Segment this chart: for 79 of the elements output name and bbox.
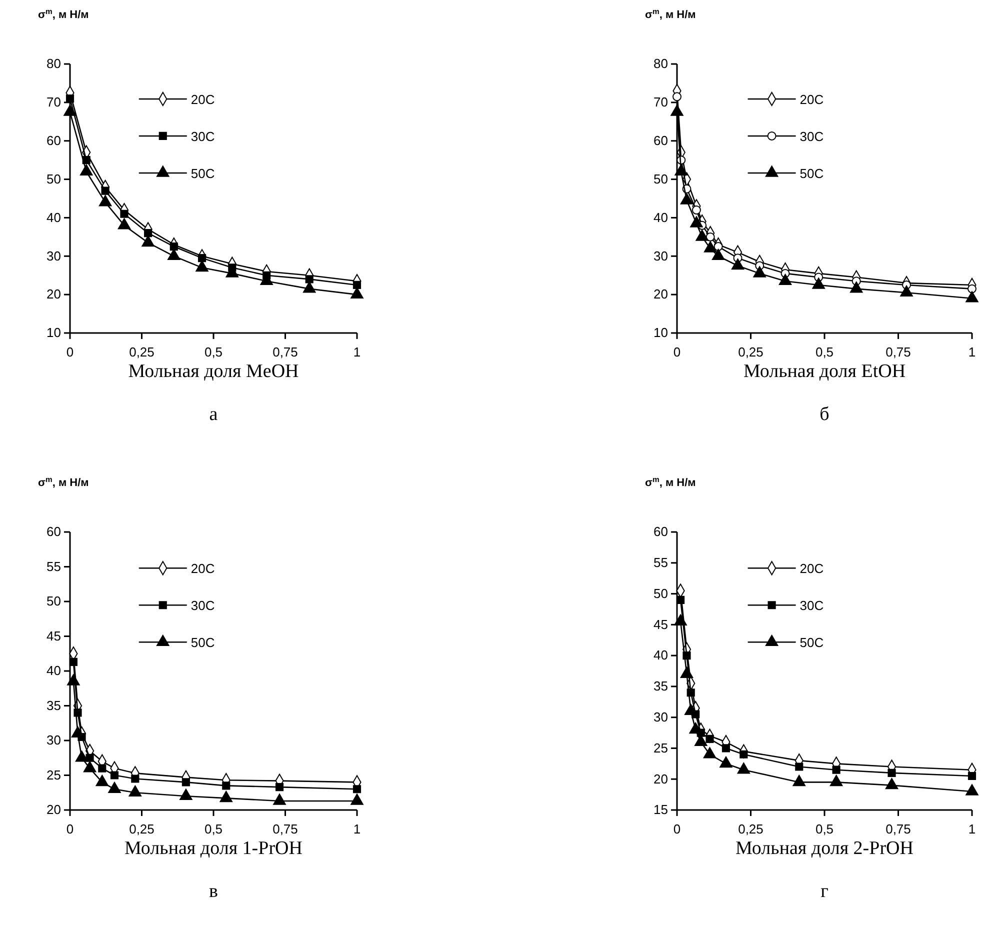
y-tick-label: 60 bbox=[46, 524, 61, 540]
y-tick-label: 20 bbox=[654, 771, 668, 786]
x-tick-label: 0,5 bbox=[815, 344, 834, 360]
text: а bbox=[209, 404, 218, 425]
y-tick-label: 30 bbox=[654, 248, 668, 264]
x-tick-label: 0 bbox=[673, 821, 681, 836]
x-tick-label: 0 bbox=[673, 344, 681, 360]
y-tick-label: 55 bbox=[46, 558, 61, 574]
legend-label: 50C bbox=[800, 166, 824, 181]
x-tick-label: 0,75 bbox=[272, 344, 298, 360]
y-tick-label: 60 bbox=[654, 133, 668, 148]
y-tick-label: 50 bbox=[46, 171, 61, 186]
legend-label: 50C bbox=[800, 635, 824, 650]
y-tick-label: 70 bbox=[654, 94, 668, 110]
x-tick-label: 0,25 bbox=[129, 344, 154, 360]
y-tick-label: 35 bbox=[654, 678, 668, 694]
x-axis-title: Мольная доля EtOH bbox=[743, 361, 906, 382]
legend-label: 30C bbox=[800, 598, 824, 614]
y-tick-label: 25 bbox=[654, 740, 668, 756]
text: в bbox=[209, 881, 218, 902]
legend-label: 20C bbox=[800, 561, 824, 576]
x-tick-label: 0,25 bbox=[738, 821, 764, 836]
x-axis-title: Мольная доля 1-PrOH bbox=[124, 838, 303, 859]
x-tick-label: 1 bbox=[968, 821, 976, 836]
x-tick-label: 1 bbox=[353, 821, 361, 836]
y-axis-title: σ$^{m}$, м Н/м bbox=[645, 474, 696, 489]
x-tick-label: 0,75 bbox=[886, 821, 911, 836]
y-tick-label: 25 bbox=[46, 767, 61, 782]
y-tick-label: 20 bbox=[46, 802, 61, 818]
y-tick-label: 45 bbox=[654, 616, 668, 632]
legend-label: 20C bbox=[800, 92, 824, 107]
y-tick-label: 30 bbox=[654, 709, 668, 724]
y-axis-title: σ$^{m}$, м Н/м bbox=[645, 6, 696, 21]
y-tick-label: 60 bbox=[46, 133, 61, 148]
y-tick-label: 30 bbox=[46, 248, 61, 264]
y-tick-label: 60 bbox=[654, 524, 668, 540]
y-tick-label: 35 bbox=[46, 698, 61, 713]
x-tick-label: 0 bbox=[66, 821, 74, 836]
x-tick-label: 1 bbox=[353, 344, 361, 360]
y-tick-label: 30 bbox=[46, 732, 61, 748]
y-tick-label: 15 bbox=[654, 802, 668, 818]
legend-label: 20C bbox=[190, 92, 215, 107]
legend-label: 30C bbox=[800, 128, 824, 144]
y-tick-label: 20 bbox=[654, 286, 668, 302]
y-tick-label: 70 bbox=[46, 94, 61, 110]
legend-label: 50C bbox=[190, 166, 215, 181]
x-axis-title: Мольная доля 2-PrOH bbox=[736, 838, 914, 859]
x-tick-label: 0,5 bbox=[815, 821, 834, 836]
y-axis-title: σ$^{m}$, м Н/м bbox=[38, 474, 89, 489]
y-tick-label: 80 bbox=[46, 56, 61, 72]
x-tick-label: 0,25 bbox=[129, 821, 154, 836]
y-tick-label: 45 bbox=[46, 628, 61, 644]
x-tick-label: 0,75 bbox=[272, 821, 298, 836]
y-tick-label: 55 bbox=[654, 555, 668, 570]
x-tick-label: 0,25 bbox=[738, 344, 764, 360]
y-tick-label: 50 bbox=[654, 586, 668, 601]
x-tick-label: 1 bbox=[968, 344, 976, 360]
x-axis-title: Мольная доля MeOH bbox=[128, 361, 300, 382]
x-tick-label: 0,5 bbox=[204, 344, 223, 360]
legend-label: 30C bbox=[190, 598, 215, 614]
y-tick-label: 10 bbox=[654, 325, 668, 340]
y-tick-label: 80 bbox=[654, 56, 668, 72]
y-tick-label: 50 bbox=[654, 171, 668, 186]
x-tick-label: 0,5 bbox=[204, 821, 223, 836]
legend-label: 50C bbox=[190, 635, 215, 650]
y-tick-label: 40 bbox=[654, 210, 668, 225]
y-tick-label: 10 bbox=[46, 325, 61, 340]
y-tick-label: 40 bbox=[46, 663, 61, 678]
legend-label: 30C bbox=[190, 128, 215, 144]
y-tick-label: 40 bbox=[654, 648, 668, 663]
x-tick-label: 0,75 bbox=[886, 344, 911, 360]
y-tick-label: 50 bbox=[46, 594, 61, 609]
text: г bbox=[820, 881, 829, 902]
x-tick-label: 0 bbox=[66, 344, 74, 360]
y-axis-title: σ$^{m}$, м Н/м bbox=[38, 6, 89, 21]
text: б bbox=[820, 404, 830, 425]
y-tick-label: 20 bbox=[46, 286, 61, 302]
legend-label: 20C bbox=[190, 561, 215, 576]
y-tick-label: 40 bbox=[46, 210, 61, 225]
